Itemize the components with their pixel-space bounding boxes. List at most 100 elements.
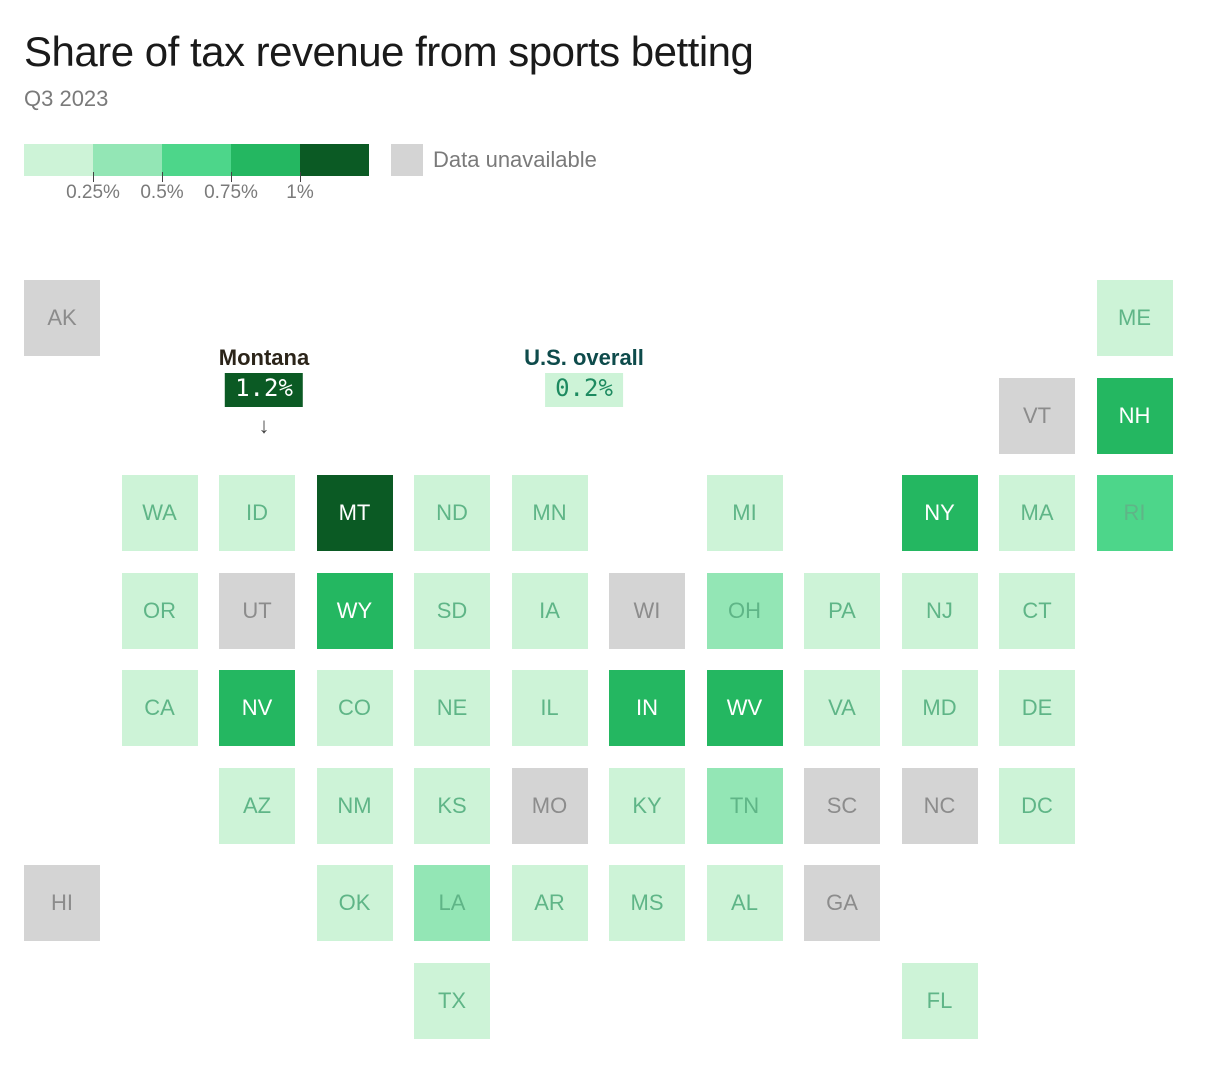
state-tile-label: SD — [437, 598, 468, 624]
state-tile-mi[interactable]: MI — [707, 475, 783, 551]
callout-overall-value: 0.2% — [545, 373, 623, 407]
state-tile-label: WI — [634, 598, 661, 624]
state-tile-label: UT — [242, 598, 271, 624]
state-tile-label: LA — [439, 890, 466, 916]
state-tile-label: NH — [1119, 403, 1151, 429]
state-tile-nh[interactable]: NH — [1097, 378, 1173, 454]
state-tile-label: IN — [636, 695, 658, 721]
state-tile-label: PA — [828, 598, 856, 624]
state-tile-ut[interactable]: UT — [219, 573, 295, 649]
state-tile-me[interactable]: ME — [1097, 280, 1173, 356]
state-tile-label: ID — [246, 500, 268, 526]
state-tile-ct[interactable]: CT — [999, 573, 1075, 649]
state-tile-ri[interactable]: RI — [1097, 475, 1173, 551]
state-tile-ks[interactable]: KS — [414, 768, 490, 844]
legend-nodata-label: Data unavailable — [433, 147, 597, 173]
state-tile-hi[interactable]: HI — [24, 865, 100, 941]
state-tile-label: TX — [438, 988, 466, 1014]
state-tile-nd[interactable]: ND — [414, 475, 490, 551]
state-tile-label: NC — [924, 793, 956, 819]
state-tile-wa[interactable]: WA — [122, 475, 198, 551]
state-tile-label: RI — [1124, 500, 1146, 526]
state-tile-fl[interactable]: FL — [902, 963, 978, 1039]
state-tile-ne[interactable]: NE — [414, 670, 490, 746]
state-tile-nc[interactable]: NC — [902, 768, 978, 844]
state-tile-id[interactable]: ID — [219, 475, 295, 551]
state-tile-ca[interactable]: CA — [122, 670, 198, 746]
state-tile-sd[interactable]: SD — [414, 573, 490, 649]
legend-scale-labels: 0.25%0.5%0.75%1% — [24, 182, 369, 204]
state-tile-nj[interactable]: NJ — [902, 573, 978, 649]
state-tile-label: SC — [827, 793, 858, 819]
state-tile-wi[interactable]: WI — [609, 573, 685, 649]
state-tile-in[interactable]: IN — [609, 670, 685, 746]
state-tile-label: NV — [242, 695, 273, 721]
legend-swatch — [162, 144, 231, 176]
state-tile-tx[interactable]: TX — [414, 963, 490, 1039]
legend-swatch — [231, 144, 300, 176]
state-tile-nv[interactable]: NV — [219, 670, 295, 746]
state-tile-wy[interactable]: WY — [317, 573, 393, 649]
callout-highlight: Montana 1.2% ↓ — [219, 345, 309, 437]
state-tile-label: WA — [142, 500, 177, 526]
chart-subtitle: Q3 2023 — [24, 86, 1196, 112]
state-tile-va[interactable]: VA — [804, 670, 880, 746]
state-tile-mt[interactable]: MT — [317, 475, 393, 551]
state-tile-wv[interactable]: WV — [707, 670, 783, 746]
state-tile-il[interactable]: IL — [512, 670, 588, 746]
state-tile-pa[interactable]: PA — [804, 573, 880, 649]
state-tile-az[interactable]: AZ — [219, 768, 295, 844]
state-tile-co[interactable]: CO — [317, 670, 393, 746]
state-tile-label: OH — [728, 598, 761, 624]
state-tile-oh[interactable]: OH — [707, 573, 783, 649]
state-tile-ma[interactable]: MA — [999, 475, 1075, 551]
state-tile-ia[interactable]: IA — [512, 573, 588, 649]
state-tile-label: OR — [143, 598, 176, 624]
state-tile-label: CO — [338, 695, 371, 721]
state-tile-ny[interactable]: NY — [902, 475, 978, 551]
state-tile-ga[interactable]: GA — [804, 865, 880, 941]
state-tile-ar[interactable]: AR — [512, 865, 588, 941]
state-tile-label: IL — [540, 695, 558, 721]
state-tile-vt[interactable]: VT — [999, 378, 1075, 454]
legend-scale — [24, 144, 369, 176]
state-tile-label: DC — [1021, 793, 1053, 819]
callout-highlight-title: Montana — [219, 345, 309, 371]
callout-overall-title: U.S. overall — [524, 345, 644, 371]
state-tile-de[interactable]: DE — [999, 670, 1075, 746]
state-tile-ky[interactable]: KY — [609, 768, 685, 844]
state-tile-tn[interactable]: TN — [707, 768, 783, 844]
state-tile-label: VT — [1023, 403, 1051, 429]
state-tile-or[interactable]: OR — [122, 573, 198, 649]
state-tile-al[interactable]: AL — [707, 865, 783, 941]
legend-swatch — [24, 144, 93, 176]
state-tile-label: MO — [532, 793, 567, 819]
state-tile-la[interactable]: LA — [414, 865, 490, 941]
state-tile-label: NJ — [926, 598, 953, 624]
state-tile-sc[interactable]: SC — [804, 768, 880, 844]
legend-tick-label: 1% — [286, 182, 313, 204]
legend-swatch — [93, 144, 162, 176]
state-tile-ak[interactable]: AK — [24, 280, 100, 356]
callout-overall: U.S. overall 0.2% — [524, 345, 644, 407]
state-tile-md[interactable]: MD — [902, 670, 978, 746]
state-tile-label: WY — [337, 598, 372, 624]
state-tile-label: GA — [826, 890, 858, 916]
state-tile-label: NY — [924, 500, 955, 526]
state-tile-label: DE — [1022, 695, 1053, 721]
state-tile-label: KS — [437, 793, 466, 819]
state-tile-label: MI — [732, 500, 756, 526]
state-tile-mo[interactable]: MO — [512, 768, 588, 844]
state-tile-label: CA — [144, 695, 175, 721]
state-tile-label: AR — [534, 890, 565, 916]
state-tile-label: MS — [631, 890, 664, 916]
state-tile-label: IA — [539, 598, 560, 624]
legend: 0.25%0.5%0.75%1% Data unavailable — [24, 144, 1196, 204]
state-tile-dc[interactable]: DC — [999, 768, 1075, 844]
state-tile-nm[interactable]: NM — [317, 768, 393, 844]
state-tile-label: AK — [47, 305, 76, 331]
state-tile-ms[interactable]: MS — [609, 865, 685, 941]
state-tile-label: WV — [727, 695, 762, 721]
state-tile-mn[interactable]: MN — [512, 475, 588, 551]
state-tile-ok[interactable]: OK — [317, 865, 393, 941]
